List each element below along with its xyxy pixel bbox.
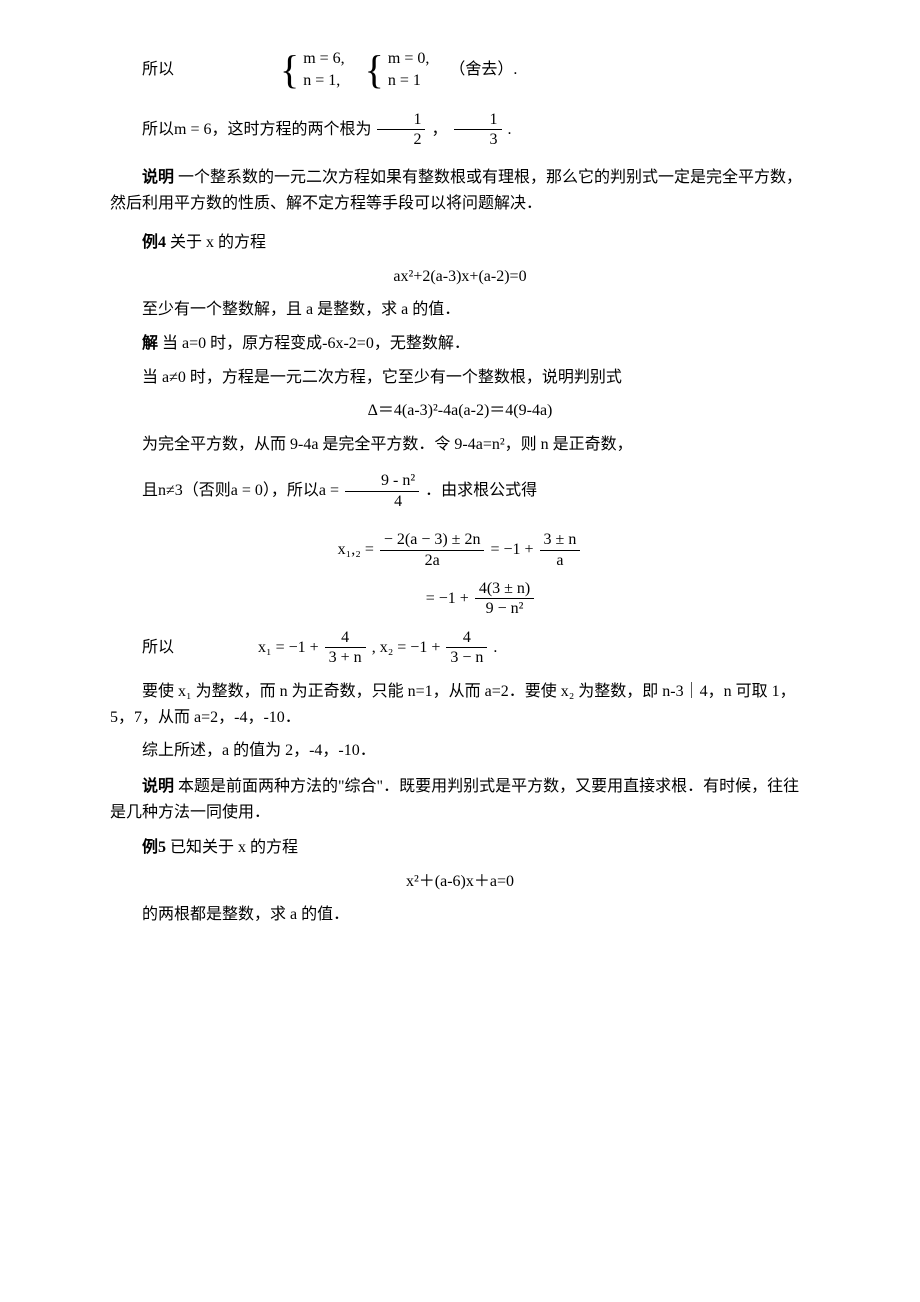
eq-ex5: x²＋(a-6)x＋a=0	[110, 869, 810, 895]
text-ex5: 已知关于 x 的方程	[166, 839, 298, 856]
label-ex5: 例5	[142, 839, 166, 856]
label-suoyi2: 所以	[110, 635, 190, 661]
eq-ex4: ax²+2(a-3)x+(a-2)=0	[110, 264, 810, 290]
eq-delta: Δ＝4(a-3)²-4a(a-2)＝4(9-4a)	[110, 398, 810, 424]
brace2-row2: n = 1	[388, 70, 429, 92]
x1-pre: x₁ = −1 +	[258, 639, 323, 656]
brace2-row1: m = 0,	[388, 48, 429, 70]
brace-group-1: { m = 6, n = 1,	[280, 48, 345, 92]
text-jie1: 当 a=0 时，原方程变成-6x-2=0，无整数解．	[158, 335, 470, 352]
text-shuoming2: 本题是前面两种方法的"综合"．既要用判别式是平方数，又要用直接求根．有时候，往往…	[110, 778, 799, 821]
fraction-x2: 4 3 − n	[446, 628, 487, 669]
para-ex4: 例4 关于 x 的方程	[110, 230, 810, 256]
para-ex4-req: 至少有一个整数解，且 a 是整数，求 a 的值．	[110, 297, 810, 323]
x-end: .	[493, 639, 497, 656]
left-brace-icon: {	[280, 50, 299, 90]
brace-system-block: 所以 { m = 6, n = 1, { m = 0, n = 1 （舍去）.	[110, 48, 810, 92]
eq-x12-line2: = −1 + 4(3 ± n) 9 − n²	[110, 579, 810, 620]
text-m6-pre: 所以m = 6，这时方程的两个根为	[142, 121, 371, 138]
row-x1x2: 所以 x₁ = −1 + 4 3 + n , x₂ = −1 + 4 3 − n…	[110, 628, 810, 669]
para-ex5: 例5 已知关于 x 的方程	[110, 835, 810, 861]
label-ex4: 例4	[142, 234, 166, 251]
para-jie2: 当 a≠0 时，方程是一元二次方程，它至少有一个整数根，说明判别式	[110, 365, 810, 391]
x-mid: , x₂ = −1 +	[372, 639, 445, 656]
para-n-ne3: 且n≠3（否则a = 0），所以a = 9 - n² 4 ．由求根公式得	[110, 471, 810, 512]
para-ex5-req: 的两根都是整数，求 a 的值．	[110, 902, 810, 928]
fraction-third: 1 3	[454, 110, 502, 151]
para-req2: 综上所述，a 的值为 2，-4，-10．	[110, 738, 810, 764]
para-jie3: 为完全平方数，从而 9-4a 是完全平方数．令 9-4a=n²，则 n 是正奇数…	[110, 432, 810, 458]
text-ex4: 关于 x 的方程	[166, 234, 266, 251]
fraction-x12b: 3 ± n a	[540, 530, 581, 571]
para-shuoming2: 说明 本题是前面两种方法的"综合"．既要用判别式是平方数，又要用直接求根．有时候…	[110, 774, 810, 825]
label-shuoming: 说明	[142, 169, 174, 186]
fraction-x1: 4 3 + n	[325, 628, 366, 669]
x12-mid: = −1 +	[490, 541, 537, 558]
left-brace-icon: {	[365, 50, 384, 90]
document-page: 所以 { m = 6, n = 1, { m = 0, n = 1 （舍去）. …	[0, 0, 920, 1302]
eq-x12-line1: x₁,₂ = − 2(a − 3) ± 2n 2a = −1 + 3 ± n a	[110, 530, 810, 571]
brace-group-2: { m = 0, n = 1	[365, 48, 430, 92]
text-nne3-post: ．由求根公式得	[425, 483, 537, 500]
fraction-x12a: − 2(a − 3) ± 2n 2a	[380, 530, 485, 571]
text-nne3-pre: 且n≠3（否则a = 0），所以a =	[142, 483, 343, 500]
x12-line2-pre: = −1 +	[426, 590, 473, 607]
brace1-row2: n = 1,	[303, 70, 344, 92]
text-m6-mid: ，	[431, 121, 447, 138]
para-m6: 所以m = 6，这时方程的两个根为 1 2 ， 1 3 .	[110, 110, 810, 151]
text-shuoming1: 一个整系数的一元二次方程如果有整数根或有理根，那么它的判别式一定是完全平方数，然…	[110, 169, 802, 212]
x12-lhs: x₁,₂ =	[338, 541, 378, 558]
brace-discard-note: （舍去）.	[449, 57, 517, 83]
brace1-row1: m = 6,	[303, 48, 344, 70]
label-jie: 解	[142, 335, 158, 352]
para-jie1: 解 当 a=0 时，原方程变成-6x-2=0，无整数解．	[110, 331, 810, 357]
para-req1: 要使 x₁ 为整数，而 n 为正奇数，只能 n=1，从而 a=2．要使 x₂ 为…	[110, 679, 810, 730]
text-m6-end: .	[508, 121, 512, 138]
para-shuoming1: 说明 一个整系数的一元二次方程如果有整数根或有理根，那么它的判别式一定是完全平方…	[110, 165, 810, 216]
label-suoyi: 所以	[110, 57, 190, 83]
fraction-9n2: 9 - n² 4	[345, 471, 419, 512]
label-shuoming2: 说明	[142, 778, 174, 795]
fraction-half: 1 2	[377, 110, 425, 151]
fraction-x12c: 4(3 ± n) 9 − n²	[475, 579, 534, 620]
